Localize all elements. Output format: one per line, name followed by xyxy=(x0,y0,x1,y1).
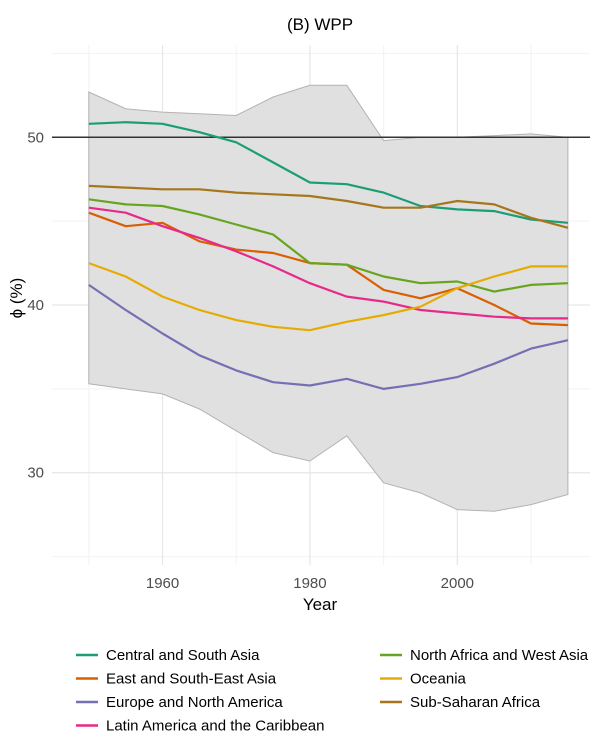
series-line-2 xyxy=(88,283,569,390)
y-axis-title: ϕ (%) xyxy=(7,278,26,319)
chart-title: (B) WPP xyxy=(287,15,353,34)
series-lines xyxy=(88,121,569,390)
x-tick-label: 1960 xyxy=(146,575,179,592)
range-band xyxy=(88,84,569,512)
y-tick-label: 40 xyxy=(27,297,44,314)
y-tick-label: 50 xyxy=(27,129,44,146)
series-line-5 xyxy=(88,262,568,332)
series-line-4 xyxy=(88,198,568,293)
x-axis-ticks: 1960 1980 2000 xyxy=(146,575,474,592)
plot-area xyxy=(52,45,590,565)
x-tick-label: 2000 xyxy=(441,575,474,592)
y-tick-label: 30 xyxy=(27,465,44,482)
y-axis-ticks: 30 40 50 xyxy=(27,129,44,481)
legend-label: Central and South Asia xyxy=(106,647,260,664)
legend-label: North Africa and West Asia xyxy=(410,647,589,664)
legend-label: Sub-Saharan Africa xyxy=(410,694,541,711)
series-line-0 xyxy=(88,121,568,224)
legend-label: Latin America and the Caribbean xyxy=(106,718,324,735)
legend-label: Oceania xyxy=(410,671,467,688)
legend: Central and South Asia East and South-Eas… xyxy=(76,647,589,735)
series-line-6 xyxy=(88,184,569,229)
series-line-3 xyxy=(88,206,568,320)
legend-label: Europe and North America xyxy=(106,694,283,711)
x-tick-label: 1980 xyxy=(293,575,326,592)
x-axis-title: Year xyxy=(303,595,338,614)
legend-label: East and South-East Asia xyxy=(106,671,277,688)
